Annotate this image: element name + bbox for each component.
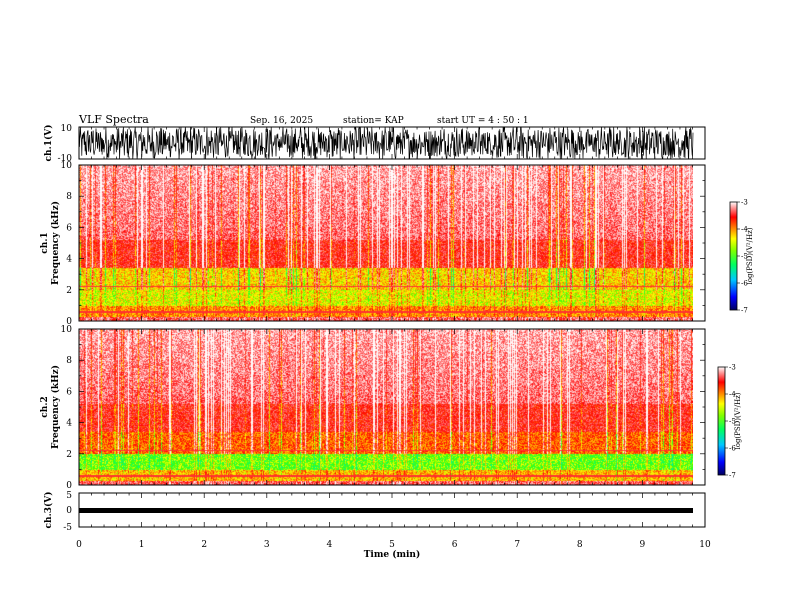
ch1-spectrogram-ylabel-frequency: Frequency (kHz)	[50, 201, 61, 285]
colorbar-tick-label: -5	[741, 253, 748, 261]
header-start-time: start UT = 4 : 50 : 1	[437, 116, 529, 126]
y-tick-label: 2	[66, 286, 72, 296]
ch3-waveform-panel: 5 0 -5 ch.3(V) 0 1 2 3 4 5 6 7 8 9 10 Time (min)	[43, 491, 711, 560]
ch2-colorbar-ticks: -3 -4 -5 -6 -7	[725, 364, 736, 480]
colorbar-tick-label: -3	[729, 364, 736, 372]
y-tick-label: 8	[66, 356, 72, 366]
ch2-colorbar-label: log(PSD)(V²/Hz)	[734, 392, 742, 449]
y-tick-label: 2	[66, 450, 72, 460]
ch1-spectrogram-ticks	[78, 164, 706, 322]
ch1-spectrogram-frame	[78, 164, 706, 322]
ch1-waveform-frame	[78, 126, 706, 160]
ch1-spectrogram-yticklabels: 0 2 4 6 8 10	[61, 161, 73, 327]
ch1-spectrogram-ylabel-channel: ch.1	[40, 232, 50, 253]
ch1-waveform-series	[79, 127, 694, 159]
x-tick-label: 7	[514, 540, 520, 550]
colorbar-tick-label: -4	[741, 226, 748, 234]
ch1-spectrogram-image	[79, 165, 693, 321]
ch2-spectrogram-ylabel-frequency: Frequency (kHz)	[50, 365, 61, 449]
ch1-ytick-top: 10	[61, 124, 73, 134]
y-tick-label: 4	[66, 419, 72, 429]
ch3-waveform-series	[79, 508, 693, 513]
ch2-spectrogram-frame	[78, 328, 706, 486]
time-xlabel: Time (min)	[364, 549, 421, 560]
ch3-ytick-bottom: -5	[63, 523, 72, 533]
ch3-waveform-frame	[78, 492, 706, 528]
ch1-colorbar-ticks: -3 -4 -5 -6 -7	[737, 199, 748, 315]
y-tick-label: 6	[66, 387, 72, 397]
colorbar-tick-label: -7	[729, 472, 736, 480]
x-tick-label: 10	[699, 540, 711, 550]
time-xticklabels: 0 1 2 3 4 5 6 7 8 9 10	[76, 540, 711, 550]
ch3-ytick-mid: 0	[66, 506, 72, 516]
ch1-colorbar	[729, 201, 738, 311]
colorbar-tick-label: -6	[741, 280, 748, 288]
y-tick-label: 0	[66, 481, 72, 491]
ch2-spectrogram-ylabel-channel: ch.2	[40, 396, 50, 417]
ch1-ytick-bottom: -10	[58, 154, 73, 164]
ch1-waveform-ylabel: ch.1(V)	[43, 125, 54, 162]
ch3-waveform-ylabel: ch.3(V)	[43, 492, 54, 529]
x-tick-label: 5	[389, 540, 395, 550]
y-tick-label: 6	[66, 223, 72, 233]
y-tick-label: 10	[61, 161, 73, 171]
x-tick-label: 8	[577, 540, 583, 550]
x-tick-label: 6	[452, 540, 458, 550]
x-tick-label: 1	[139, 540, 145, 550]
chart-title: VLF Spectra	[78, 113, 149, 126]
x-tick-label: 2	[201, 540, 207, 550]
ch2-spectrogram-image	[79, 329, 693, 485]
colorbar-tick-label: -3	[741, 199, 748, 207]
ch2-colorbar	[717, 366, 726, 476]
y-tick-label: 8	[66, 192, 72, 202]
y-tick-label: 10	[61, 325, 73, 335]
x-tick-label: 3	[264, 540, 270, 550]
colorbar-tick-label: -4	[729, 391, 736, 399]
colorbar-tick-label: -6	[729, 445, 736, 453]
y-tick-label: 0	[66, 317, 72, 327]
ch2-spectrogram-yticklabels: 0 2 4 6 8 10	[61, 325, 73, 491]
colorbar-tick-label: -7	[741, 307, 748, 315]
x-tick-label: 4	[327, 540, 333, 550]
header-station: station= KAP	[343, 116, 404, 126]
ch1-waveform-panel: 10 -10 ch.1(V)	[43, 124, 706, 164]
header-date: Sep. 16, 2025	[250, 116, 313, 126]
ch3-ytick-top: 5	[66, 491, 72, 501]
x-tick-label: 9	[640, 540, 646, 550]
y-tick-label: 4	[66, 255, 72, 265]
ch1-colorbar-label: log(PSD)(V²/Hz)	[746, 227, 754, 284]
x-tick-label: 0	[76, 540, 82, 550]
colorbar-tick-label: -5	[729, 418, 736, 426]
